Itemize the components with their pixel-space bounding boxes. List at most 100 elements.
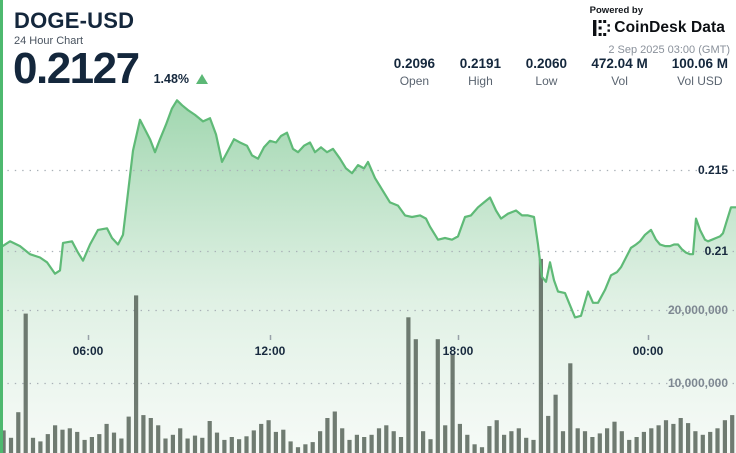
volume-bar bbox=[553, 394, 558, 453]
volume-bar bbox=[53, 425, 58, 453]
volume-bar bbox=[443, 425, 448, 453]
stat-low: 0.2060 Low bbox=[525, 56, 567, 88]
volume-bar bbox=[185, 438, 190, 453]
price-area-fill bbox=[0, 100, 736, 453]
coindesk-logo-icon bbox=[593, 20, 611, 36]
current-price: 0.2127 bbox=[13, 44, 140, 93]
volume-bar bbox=[148, 418, 153, 453]
volume-bar bbox=[259, 423, 264, 453]
volume-bar bbox=[605, 428, 610, 453]
y-axis-volume-label: 20,000,000 bbox=[667, 303, 728, 317]
volume-bar bbox=[354, 434, 359, 453]
stat-vol-value: 472.04 M bbox=[591, 56, 648, 71]
volume-bar bbox=[229, 437, 234, 453]
volume-bar bbox=[126, 416, 131, 453]
volume-bar bbox=[406, 317, 411, 453]
volume-bar bbox=[89, 437, 94, 453]
volume-bar bbox=[568, 363, 573, 453]
volume-bar bbox=[156, 425, 161, 453]
volume-bar bbox=[487, 426, 492, 453]
volume-bar bbox=[634, 437, 639, 453]
volume-bar bbox=[524, 437, 529, 453]
volume-bar bbox=[178, 428, 183, 453]
volume-bar bbox=[376, 428, 382, 453]
volume-bar bbox=[170, 434, 175, 453]
volume-bar bbox=[222, 439, 227, 453]
volume-bar bbox=[369, 434, 374, 453]
volume-bar bbox=[134, 295, 139, 453]
volume-bar bbox=[538, 258, 543, 453]
volume-bar bbox=[362, 437, 367, 453]
volume-bar bbox=[23, 313, 28, 453]
volume-bar bbox=[266, 420, 271, 453]
x-axis-time-label: 00:00 bbox=[632, 344, 664, 358]
volume-bar bbox=[627, 439, 632, 453]
volume-bar bbox=[310, 442, 315, 453]
y-axis-volume-label: 10,000,000 bbox=[667, 376, 728, 390]
volume-bar bbox=[325, 418, 330, 453]
volume-bar bbox=[318, 431, 323, 453]
volume-bar bbox=[421, 431, 426, 453]
volume-bar bbox=[619, 431, 624, 453]
volume-bar bbox=[16, 412, 21, 453]
x-axis-time-label: 18:00 bbox=[442, 344, 474, 358]
volume-bar bbox=[678, 418, 683, 453]
volume-bar bbox=[251, 430, 256, 453]
up-arrow-icon bbox=[196, 74, 209, 84]
volume-bar bbox=[693, 431, 698, 453]
volume-bar bbox=[82, 439, 87, 453]
volume-bar bbox=[479, 447, 485, 453]
volume-bar bbox=[192, 435, 198, 453]
stat-vol-label: Vol bbox=[611, 74, 628, 88]
stat-vol: 472.04 M Vol bbox=[591, 56, 647, 88]
volume-bar bbox=[237, 439, 242, 453]
stat-low-label: Low bbox=[535, 74, 558, 88]
volume-bar bbox=[347, 439, 352, 453]
volume-bar bbox=[104, 423, 109, 453]
volume-bar bbox=[590, 437, 595, 453]
volume-bar bbox=[200, 437, 205, 453]
stat-open: 0.2096 Open bbox=[393, 56, 435, 88]
volume-bar bbox=[700, 434, 705, 453]
volume-bar bbox=[340, 428, 345, 453]
stat-open-value: 0.2096 bbox=[393, 56, 436, 71]
volume-bar bbox=[686, 423, 691, 453]
coindesk-data-logo[interactable]: CoinDesk Data bbox=[593, 19, 725, 37]
x-axis-time-label: 06:00 bbox=[72, 344, 104, 358]
volume-bar bbox=[428, 439, 433, 453]
volume-bar bbox=[450, 353, 455, 453]
chart-subtitle: 24 Hour Chart bbox=[14, 35, 84, 48]
volume-bar bbox=[509, 431, 514, 453]
stat-vol-usd-value: 100.06 M bbox=[671, 56, 728, 71]
volume-bar bbox=[560, 431, 566, 453]
stats-row: 0.2096 Open 0.2191 High 0.2060 Low 472.0… bbox=[393, 56, 728, 88]
symbol-title: DOGE-USD bbox=[14, 8, 135, 33]
volume-bar bbox=[663, 420, 669, 453]
volume-bar bbox=[288, 441, 293, 453]
volume-bar bbox=[656, 425, 661, 453]
volume-bar bbox=[303, 444, 308, 453]
timestamp: 2 Sep 2025 03:00 (GMT) bbox=[608, 44, 730, 56]
volume-bar bbox=[163, 438, 168, 453]
change-percent: 1.48% bbox=[153, 72, 190, 86]
volume-bar bbox=[38, 441, 43, 453]
stat-open-label: Open bbox=[399, 74, 430, 88]
volume-bar bbox=[60, 429, 65, 453]
volume-bar bbox=[244, 436, 249, 453]
volume-bar bbox=[119, 438, 124, 453]
volume-bar bbox=[67, 428, 72, 453]
volume-bar bbox=[8, 437, 14, 453]
price-line bbox=[0, 99, 736, 319]
volume-bar bbox=[295, 447, 301, 453]
volume-bar bbox=[384, 425, 389, 453]
volume-bar bbox=[457, 423, 462, 453]
price-change: 1.48% bbox=[153, 72, 209, 86]
volume-bar bbox=[641, 431, 646, 453]
volume-bar bbox=[391, 431, 396, 453]
volume-bar bbox=[1, 430, 6, 453]
volume-bar bbox=[465, 434, 470, 453]
volume-bar bbox=[582, 431, 588, 453]
volume-bar bbox=[502, 434, 507, 453]
volume-bar bbox=[612, 421, 617, 453]
